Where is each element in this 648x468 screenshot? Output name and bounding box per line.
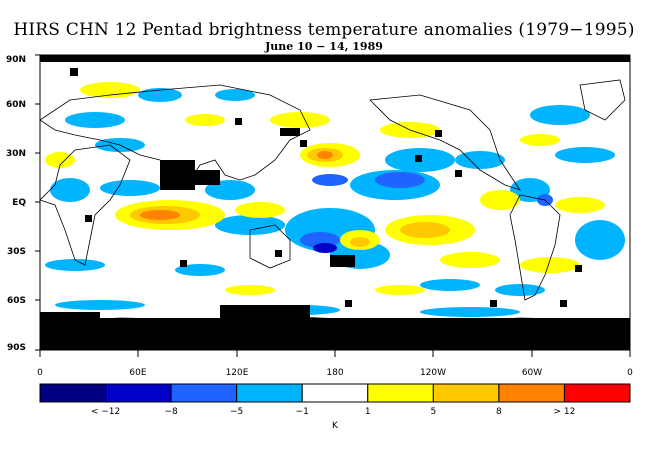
colorbar [39,383,631,403]
colorbar-tick-labels: < −12 −8 −5 −1 1 5 8 > 12 [91,407,576,417]
colorbar-tick-label: < −12 [91,407,120,417]
colorbar-box-4 [301,383,369,403]
colorbar-box-5 [367,383,434,403]
colorbar-box-2 [170,383,238,403]
colorbar-tick-label: −5 [230,407,243,417]
lon-label-0: 0 [37,368,43,378]
colorbar-box-7 [498,383,565,403]
colorbar-tick-label: −8 [164,407,178,417]
lon-label-120e: 120E [226,368,249,378]
lon-label-60w: 60W [522,368,542,378]
colorbar-box-6 [432,383,500,403]
lat-label-eq: EQ [12,198,26,208]
colorbar-box-1 [105,383,172,403]
colorbar-box-0 [39,383,107,403]
colorbar-box-8 [563,383,631,403]
colorbar-tick-label: 5 [430,407,436,417]
positive-anomaly-areas [45,82,605,295]
lat-ticks [35,54,40,351]
lat-label-60n: 60N [6,100,26,110]
colorbar-tick-label: 1 [365,407,371,417]
lon-label-120w: 120W [420,368,446,378]
lat-label-60s: 60S [7,296,26,306]
map-field [40,55,630,350]
lon-label-180: 180 [326,368,343,378]
colorbar-box-3 [236,383,303,403]
missing-data-areas [40,55,630,350]
colorbar-tick-label: 8 [496,407,502,417]
lon-labels: 0 60E 120E 180 120W 60W 0 [37,368,633,378]
map-title: HIRS CHN 12 Pentad brightness temperatur… [13,20,635,40]
lat-labels: 90N 60N 30N EQ 30S 60S 90S [6,55,26,353]
lon-ticks [39,350,631,357]
coastlines [40,79,630,323]
colorbar-unit-label: K [332,421,339,431]
map-subtitle: June 10 − 14, 1989 [265,40,383,53]
lon-label-60e: 60E [129,368,146,378]
very-strong-negative-areas [313,243,337,253]
lat-label-90n: 90N [6,55,26,65]
very-strong-positive-areas [140,151,333,220]
lat-label-90s: 90S [7,343,26,353]
colorbar-tick-label: −1 [296,407,309,417]
lon-label-0-east: 0 [627,368,633,378]
lat-label-30n: 30N [6,149,26,159]
lat-label-30s: 30S [7,247,26,257]
colorbar-tick-label: > 12 [554,407,576,417]
